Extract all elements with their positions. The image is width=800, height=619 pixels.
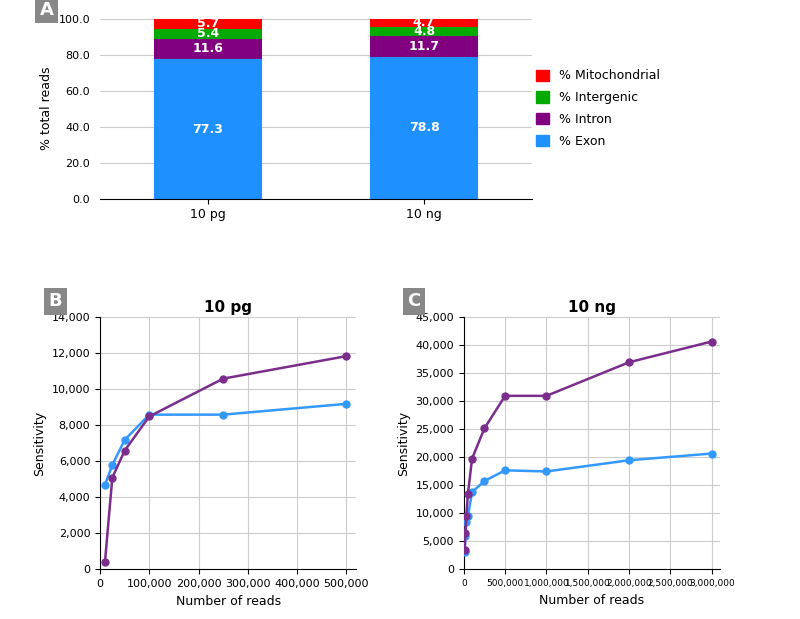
- Bar: [154, 19, 262, 29]
- Text: C: C: [407, 292, 421, 310]
- Text: A: A: [39, 1, 54, 19]
- Text: 5.4: 5.4: [197, 27, 219, 40]
- Bar: [154, 38, 262, 59]
- X-axis label: Number of reads: Number of reads: [175, 595, 281, 608]
- Text: B: B: [49, 292, 62, 310]
- X-axis label: Number of reads: Number of reads: [539, 594, 645, 607]
- Text: 5.7: 5.7: [197, 17, 219, 30]
- Y-axis label: Sensitivity: Sensitivity: [33, 411, 46, 476]
- Y-axis label: Sensitivity: Sensitivity: [397, 411, 410, 476]
- Text: 11.6: 11.6: [193, 43, 223, 56]
- Text: 4.8: 4.8: [413, 25, 435, 38]
- Text: 4.7: 4.7: [413, 16, 435, 29]
- Bar: [370, 57, 478, 199]
- Text: 77.3: 77.3: [193, 123, 223, 136]
- Bar: [154, 29, 262, 38]
- Bar: [370, 19, 478, 27]
- Bar: [370, 36, 478, 57]
- Bar: [154, 59, 262, 199]
- Title: 10 ng: 10 ng: [568, 300, 616, 315]
- Bar: [370, 27, 478, 36]
- Title: 10 pg: 10 pg: [204, 300, 252, 315]
- Text: 78.8: 78.8: [409, 121, 439, 134]
- Y-axis label: % total reads: % total reads: [40, 67, 53, 150]
- Text: 11.7: 11.7: [409, 40, 439, 53]
- Legend: % Mitochondrial, % Intergenic, % Intron, % Exon: % Mitochondrial, % Intergenic, % Intron,…: [536, 69, 660, 148]
